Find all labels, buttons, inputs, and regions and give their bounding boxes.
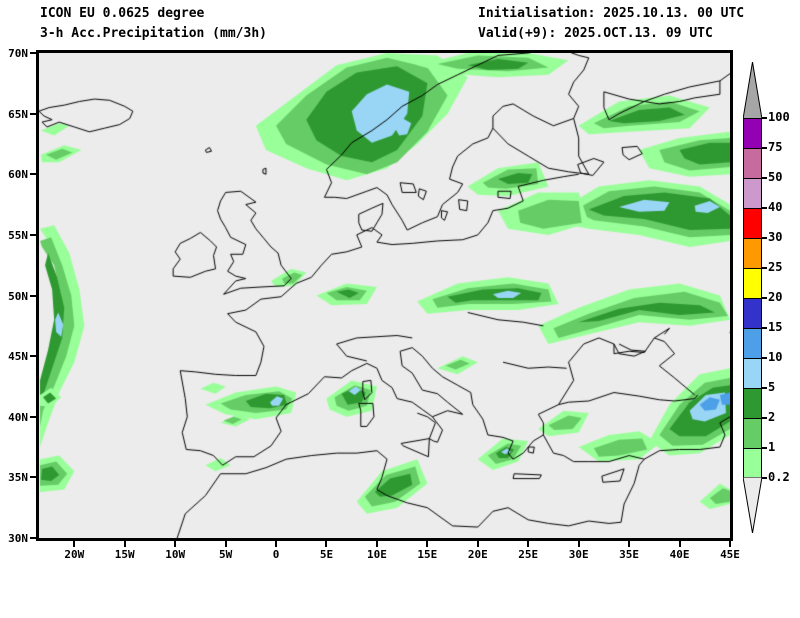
lat-label: 60N [8, 168, 28, 182]
lat-tick [30, 415, 36, 418]
colorbar-over-arrow [743, 62, 762, 119]
colorbar-label: 10 [768, 350, 783, 364]
lon-label: 40E [669, 548, 690, 561]
lon-label: 5E [319, 548, 334, 561]
lon-tick [678, 541, 681, 547]
colorbar-segment [744, 209, 761, 239]
colorbar-label: 75 [768, 140, 783, 154]
lon-label: 10W [165, 548, 186, 561]
lon-label: 20W [64, 548, 85, 561]
lon-tick [325, 541, 328, 547]
colorbar-tick [762, 327, 767, 329]
lat-tick [30, 294, 36, 297]
colorbar-tick [762, 267, 767, 269]
lat-tick [30, 476, 36, 479]
lon-tick [174, 541, 177, 547]
colorbar-tick [762, 477, 767, 479]
colorbar-label: 0.2 [768, 470, 790, 484]
lat-label: 40N [8, 410, 28, 424]
lon-tick [577, 541, 580, 547]
colorbar-segment [744, 449, 761, 479]
lat-label: 50N [8, 289, 28, 303]
colorbar-segment [744, 149, 761, 179]
lat-label: 35N [8, 471, 28, 485]
lon-label: 5W [218, 548, 233, 561]
colorbar-tick [762, 447, 767, 449]
colorbar-segment [744, 419, 761, 449]
colorbar-label: 2 [768, 410, 776, 424]
lat-tick [30, 355, 36, 358]
precipitation-map [36, 50, 733, 541]
colorbar-tick [762, 357, 767, 359]
colorbar-label: 40 [768, 200, 783, 214]
field-name-label: 3-h Acc.Precipitation (mm/3h) [40, 26, 267, 41]
colorbar-under-arrow [743, 477, 762, 533]
colorbar-segments [743, 118, 762, 479]
lon-tick [729, 541, 731, 547]
colorbar-label: 50 [768, 170, 783, 184]
valid-time-label: Valid(+9): 2025.OCT.13. 09 UTC [478, 26, 713, 41]
lon-label: 20E [467, 548, 488, 561]
colorbar-tick [762, 207, 767, 209]
initialisation-time-label: Initialisation: 2025.10.13. 00 UTC [478, 6, 745, 21]
lon-tick [123, 541, 126, 547]
colorbar-tick [762, 297, 767, 299]
model-name-label: ICON EU 0.0625 degree [40, 6, 205, 21]
colorbar-tick [762, 237, 767, 239]
lon-label: 35E [619, 548, 640, 561]
colorbar-segment [744, 299, 761, 329]
colorbar-segment [744, 329, 761, 359]
colorbar-label: 1 [768, 440, 776, 454]
colorbar-label: 30 [768, 230, 783, 244]
lat-tick [30, 112, 36, 115]
lat-tick [30, 233, 36, 236]
lon-label: 15E [417, 548, 438, 561]
colorbar-label: 15 [768, 320, 783, 334]
lat-tick [30, 537, 36, 539]
lon-label: 25E [518, 548, 539, 561]
colorbar-tick [762, 387, 767, 389]
lon-tick [224, 541, 227, 547]
lat-tick [30, 52, 36, 54]
colorbar-label: 20 [768, 290, 783, 304]
colorbar-segment [744, 389, 761, 419]
colorbar-label: 100 [768, 110, 790, 124]
colorbar-segment [744, 179, 761, 209]
precipitation-field-canvas [39, 53, 730, 538]
lon-label: 15W [114, 548, 135, 561]
colorbar-label: 5 [768, 380, 776, 394]
lat-tick [30, 173, 36, 176]
colorbar-segment [744, 359, 761, 389]
lon-tick [476, 541, 479, 547]
lat-label: 30N [8, 532, 28, 545]
colorbar-tick [762, 117, 767, 119]
lon-label: 10E [366, 548, 387, 561]
lat-label: 45N [8, 350, 28, 364]
colorbar-tick [762, 177, 767, 179]
lon-tick [426, 541, 429, 547]
lat-label: 65N [8, 107, 28, 121]
lon-label: 30E [568, 548, 589, 561]
lon-label: 45E [720, 548, 740, 561]
colorbar-segment [744, 239, 761, 269]
lon-tick [527, 541, 530, 547]
lat-label: 55N [8, 228, 28, 242]
lon-tick [73, 541, 76, 547]
colorbar-segment [744, 119, 761, 149]
lon-tick [275, 541, 278, 547]
colorbar-legend: 100 75 50 40 30 25 20 15 10 5 2 1 0.2 [740, 60, 800, 540]
colorbar-segment [744, 269, 761, 299]
lat-label: 70N [8, 47, 28, 60]
lon-tick [375, 541, 378, 547]
lon-tick [628, 541, 631, 547]
lon-label: 0 [272, 548, 280, 561]
colorbar-tick [762, 147, 767, 149]
colorbar-tick [762, 417, 767, 419]
colorbar-label: 25 [768, 260, 783, 274]
